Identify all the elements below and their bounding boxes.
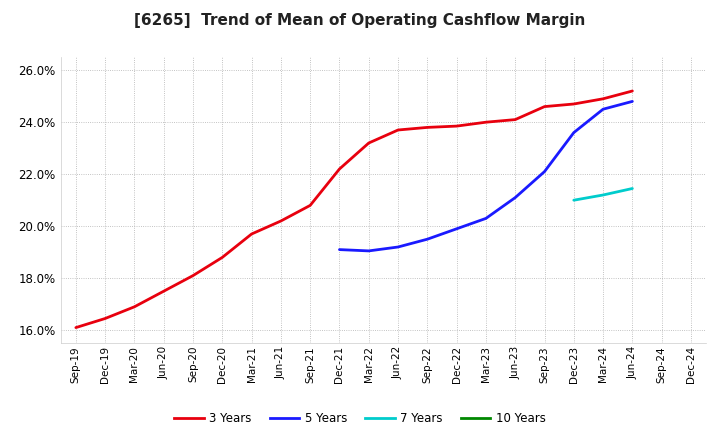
7 Years	[599, 192, 608, 198]
3 Years	[71, 325, 80, 330]
5 Years	[423, 237, 432, 242]
5 Years	[628, 99, 636, 104]
3 Years	[394, 127, 402, 132]
3 Years	[276, 218, 285, 224]
3 Years	[247, 231, 256, 237]
7 Years	[570, 198, 578, 203]
3 Years	[540, 104, 549, 109]
3 Years	[189, 273, 197, 278]
Legend: 3 Years, 5 Years, 7 Years, 10 Years: 3 Years, 5 Years, 7 Years, 10 Years	[169, 407, 551, 430]
Line: 7 Years: 7 Years	[574, 188, 632, 200]
5 Years	[599, 106, 608, 112]
3 Years	[335, 166, 343, 172]
3 Years	[159, 289, 168, 294]
3 Years	[306, 203, 315, 208]
3 Years	[101, 316, 109, 321]
5 Years	[335, 247, 343, 252]
3 Years	[599, 96, 608, 102]
Line: 5 Years: 5 Years	[339, 101, 632, 251]
7 Years	[628, 186, 636, 191]
Line: 3 Years: 3 Years	[76, 91, 632, 328]
3 Years	[423, 125, 432, 130]
3 Years	[130, 304, 139, 309]
3 Years	[364, 140, 373, 146]
3 Years	[511, 117, 520, 122]
5 Years	[540, 169, 549, 174]
3 Years	[482, 120, 490, 125]
5 Years	[482, 216, 490, 221]
5 Years	[394, 244, 402, 249]
Text: [6265]  Trend of Mean of Operating Cashflow Margin: [6265] Trend of Mean of Operating Cashfl…	[135, 13, 585, 28]
5 Years	[364, 248, 373, 253]
3 Years	[570, 101, 578, 106]
3 Years	[218, 255, 227, 260]
5 Years	[511, 195, 520, 200]
3 Years	[628, 88, 636, 94]
3 Years	[452, 124, 461, 129]
5 Years	[570, 130, 578, 135]
5 Years	[452, 226, 461, 231]
